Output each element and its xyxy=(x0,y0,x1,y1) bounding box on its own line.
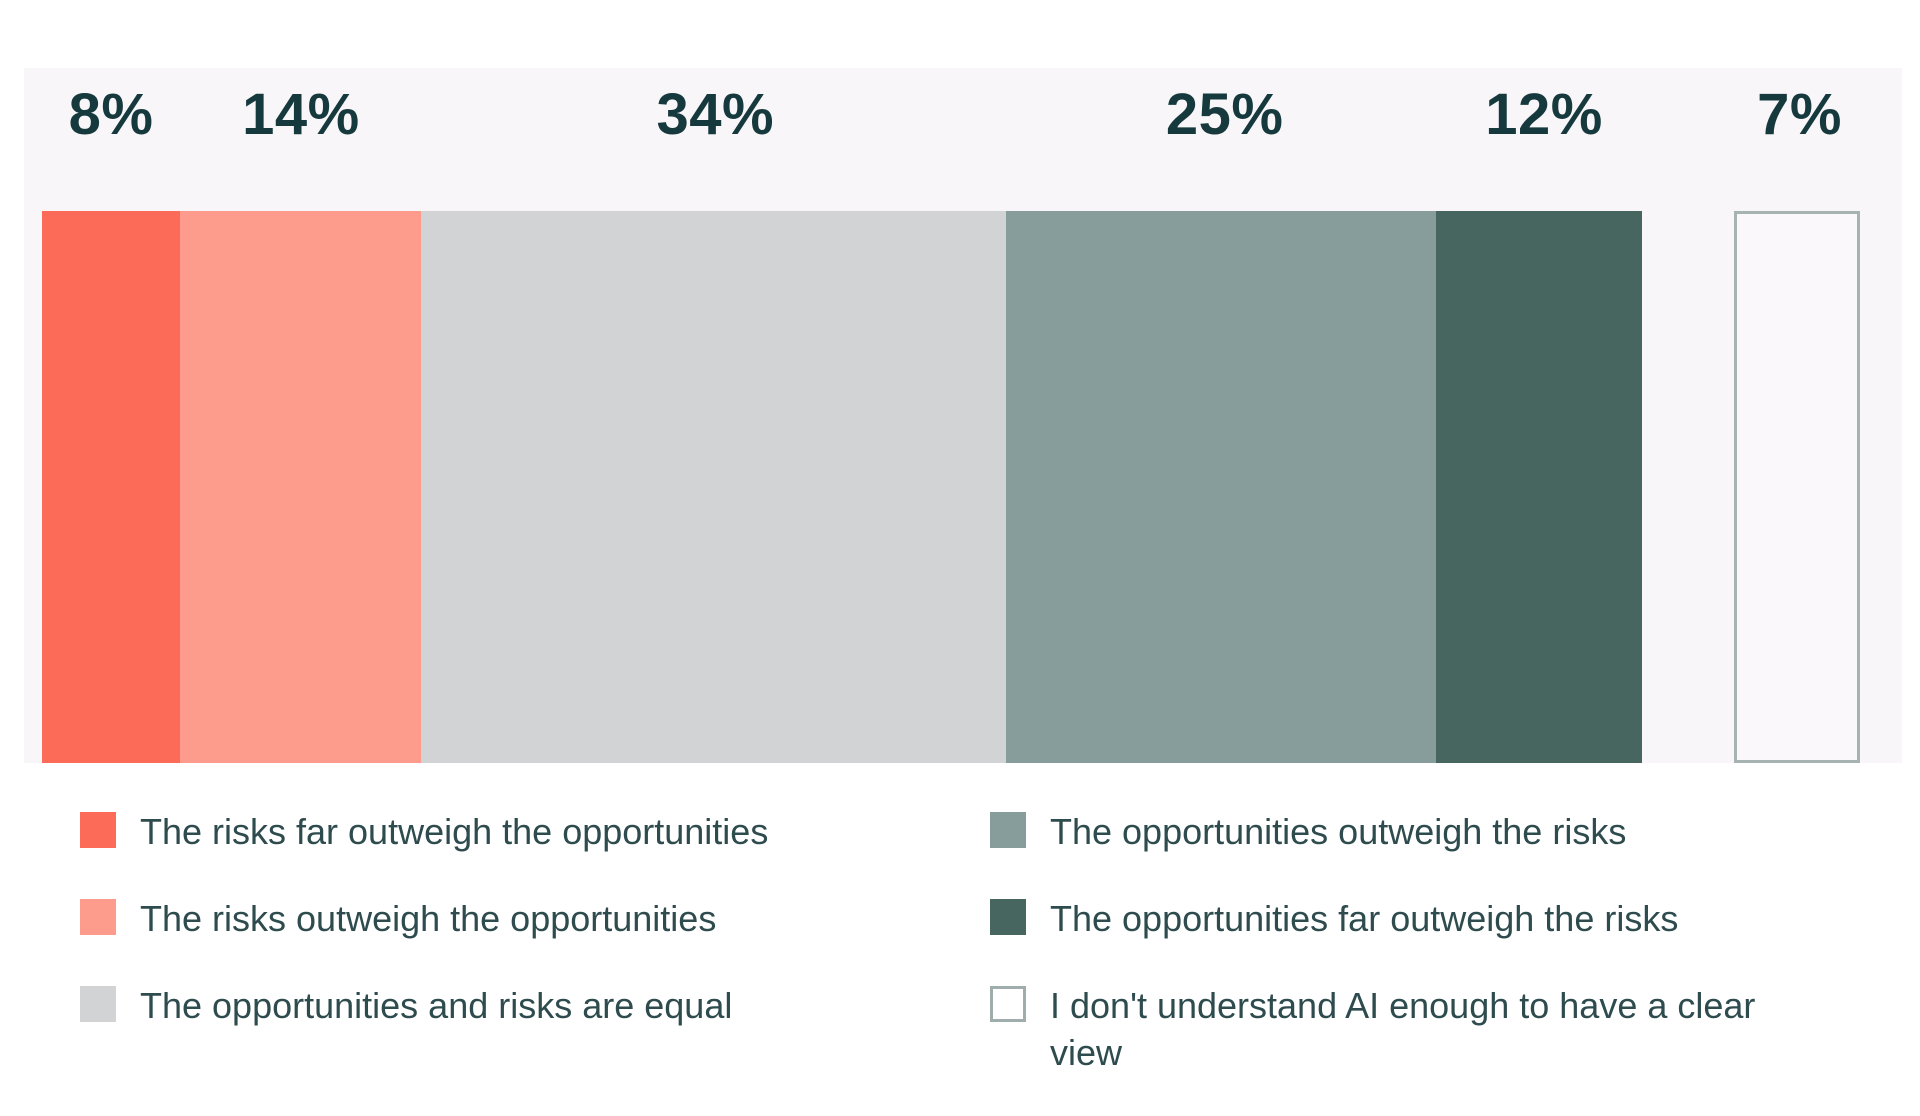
percent-label-cell-opportunities-outweigh: 25% xyxy=(1009,81,1441,147)
legend: The risks far outweigh the opportunities… xyxy=(80,808,1870,1116)
bar-segment-opportunities-outweigh xyxy=(1005,211,1436,763)
label-gap xyxy=(1648,82,1740,146)
percent-label-cell-risks-outweigh: 14% xyxy=(180,81,422,147)
legend-item-label-risks-outweigh: The risks outweigh the opportunities xyxy=(140,898,717,939)
bar-segment-risks-equal xyxy=(420,211,1006,763)
legend-item-label-opportunities-far-outweigh: The opportunities far outweigh the risks xyxy=(1050,898,1679,939)
legend-item-risks-far-outweigh: The risks far outweigh the opportunities xyxy=(80,808,990,855)
legend-swatch-opportunities-far-outweigh xyxy=(990,899,1026,935)
bar-segment-dont-understand-ai xyxy=(1733,211,1860,763)
legend-item-risks-outweigh: The risks outweigh the opportunities xyxy=(80,895,990,942)
legend-item-risks-equal: The opportunities and risks are equal xyxy=(80,982,990,1029)
percent-label-risks-far-outweigh: 8% xyxy=(68,81,154,147)
legend-swatch-risks-equal xyxy=(80,986,116,1022)
chart-area: 8% 14% 34% 25% 12% 7% xyxy=(24,68,1902,763)
legend-column-2: The opportunities outweigh the risks The … xyxy=(990,808,1870,1116)
stacked-bar xyxy=(42,211,1860,763)
bar-segment-risks-outweigh xyxy=(179,211,421,763)
bar-gap xyxy=(1642,211,1733,763)
percent-label-cell-risks-equal: 34% xyxy=(422,81,1009,147)
legend-item-label-opportunities-outweigh: The opportunities outweigh the risks xyxy=(1050,811,1627,852)
percent-labels-row: 8% 14% 34% 25% 12% 7% xyxy=(42,81,1860,147)
legend-item-label-dont-understand-ai: I don't understand AI enough to have a c… xyxy=(1050,985,1756,1073)
legend-item-opportunities-far-outweigh: The opportunities far outweigh the risks xyxy=(990,895,1870,942)
bar-segment-opportunities-far-outweigh xyxy=(1435,211,1643,763)
legend-swatch-dont-understand-ai xyxy=(990,986,1026,1022)
legend-item-label-risks-far-outweigh: The risks far outweigh the opportunities xyxy=(140,811,769,852)
percent-label-cell-dont-understand-ai: 7% xyxy=(1739,81,1860,147)
bar-segment-risks-far-outweigh xyxy=(42,211,180,763)
percent-label-cell-risks-far-outweigh: 8% xyxy=(42,81,180,147)
survey-chart-page: { "chart_data": { "type": "bar", "varian… xyxy=(24,68,1902,1073)
legend-swatch-risks-outweigh xyxy=(80,899,116,935)
legend-item-label-risks-equal: The opportunities and risks are equal xyxy=(140,985,733,1026)
legend-item-dont-understand-ai: I don't understand AI enough to have a c… xyxy=(990,982,1870,1076)
legend-column-1: The risks far outweigh the opportunities… xyxy=(80,808,990,1116)
percent-label-opportunities-outweigh: 25% xyxy=(1165,81,1284,147)
legend-swatch-opportunities-outweigh xyxy=(990,812,1026,848)
percent-label-cell-opportunities-far-outweigh: 12% xyxy=(1440,81,1647,147)
percent-label-opportunities-far-outweigh: 12% xyxy=(1485,81,1603,147)
legend-item-opportunities-outweigh: The opportunities outweigh the risks xyxy=(990,808,1870,855)
legend-swatch-risks-far-outweigh xyxy=(80,812,116,848)
percent-label-risks-outweigh: 14% xyxy=(242,81,360,147)
percent-label-risks-equal: 34% xyxy=(656,81,775,147)
percent-label-dont-understand-ai: 7% xyxy=(1757,81,1842,147)
